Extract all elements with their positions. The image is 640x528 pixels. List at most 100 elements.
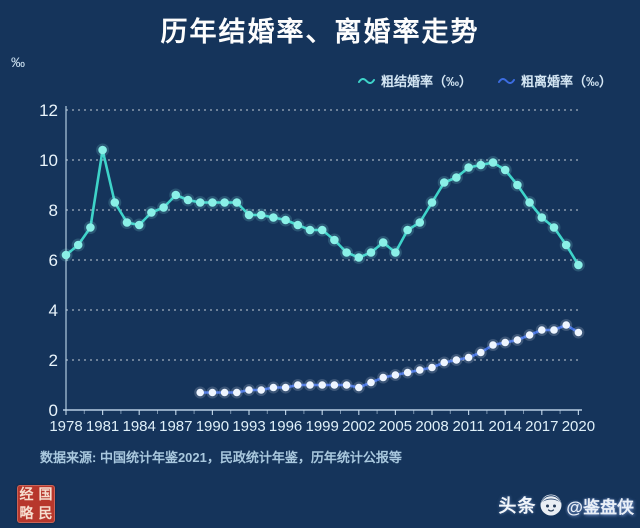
data-point [440,358,449,367]
data-point [134,220,144,230]
y-tick-label: 4 [49,301,58,320]
data-point [342,381,351,389]
data-point [428,363,436,372]
chart-legend: 粗结婚率（‰） 粗离婚率（‰） [358,71,612,90]
data-point [537,213,547,222]
data-point [574,260,583,270]
series-line [198,323,580,394]
data-point [549,223,559,232]
data-point [513,180,522,190]
data-point [317,225,327,235]
data-point [86,223,95,232]
data-point [415,218,425,227]
data-point [159,203,168,212]
platform-watermark: 头条 @鉴盘侠 [498,492,634,518]
x-tick-label: 1984 [123,418,156,435]
publisher-seal: 经 国 略 民 [17,485,55,523]
data-point [330,381,339,389]
data-point [391,248,400,257]
data-point [379,373,388,382]
data-point [269,383,278,392]
chart-title: 历年结婚率、离婚率走势 [160,17,480,47]
wave-line-icon [498,77,516,84]
data-point [342,248,351,257]
data-point [232,198,242,207]
x-tick-label: 2020 [562,418,595,435]
x-tick-label: 1999 [306,418,339,435]
data-point [488,158,498,167]
x-tick-label: 2017 [525,418,558,435]
data-point [477,348,485,357]
data-point [245,386,253,394]
x-tick-label: 1987 [159,418,192,435]
data-point [196,388,204,397]
data-point [403,368,412,377]
x-tick-label: 1993 [232,418,265,435]
legend-label-divorce: 粗离婚率（‰） [521,74,613,89]
data-point [257,386,266,394]
x-tick-label: 1978 [49,418,82,435]
x-tick-label: 1981 [86,418,119,435]
legend-label-marriage: 粗结婚率（‰） [381,74,473,89]
data-point [354,253,364,262]
data-source-note: 数据来源: 中国统计年鉴2021，民政统计年鉴，历年统计公报等 [40,450,402,465]
x-tick-label: 1990 [196,418,229,435]
watermark-handle: @鉴盘侠 [566,497,634,517]
seal-char: 经 [19,486,34,503]
y-axis-unit-label: ‰ [11,54,25,70]
y-tick-label: 0 [49,401,58,420]
data-point [256,210,266,220]
data-point [195,198,205,207]
data-point [427,198,437,207]
data-point [61,250,71,260]
data-point [98,145,107,155]
legend-item-marriage: 粗结婚率（‰） [358,71,472,90]
data-point [391,371,400,379]
data-point [355,383,363,392]
watermark-brand: 头条 [498,496,537,516]
data-point [208,388,217,397]
x-tick-label: 1996 [269,418,302,435]
x-tick-label: 2008 [415,418,448,435]
data-point [110,198,120,207]
data-point [367,378,375,387]
seal-char: 国 [38,486,53,503]
data-point [525,331,534,339]
wave-line-icon [358,77,375,84]
y-tick-label: 12 [39,101,58,120]
data-point [416,366,424,374]
legend-item-divorce: 粗离婚率（‰） [498,71,612,90]
data-point [562,321,570,329]
data-point [220,198,229,207]
data-point [183,195,193,205]
x-tick-label: 2005 [379,418,412,435]
data-point [489,341,497,349]
seal-char: 略 [19,505,34,522]
data-point [294,381,302,389]
x-tick-label: 2014 [489,418,522,435]
marriage-rate-series [59,143,585,272]
watermark-avatar-icon [540,494,562,516]
y-tick-label: 8 [49,201,58,220]
data-point [220,388,229,397]
data-point [306,381,314,389]
data-point [208,198,217,207]
divorce-rate-series [194,319,585,399]
data-point [476,160,486,170]
data-point [73,240,83,250]
y-tick-label: 2 [49,351,58,370]
data-point [233,388,241,397]
data-point [122,218,132,227]
data-point [293,220,303,230]
data-point [171,190,181,200]
data-point [464,353,473,362]
data-point [513,336,522,344]
data-point [550,326,558,334]
data-point [574,328,583,337]
data-point [452,173,461,182]
data-point [500,165,510,175]
data-point [403,225,412,235]
data-point [378,238,388,247]
